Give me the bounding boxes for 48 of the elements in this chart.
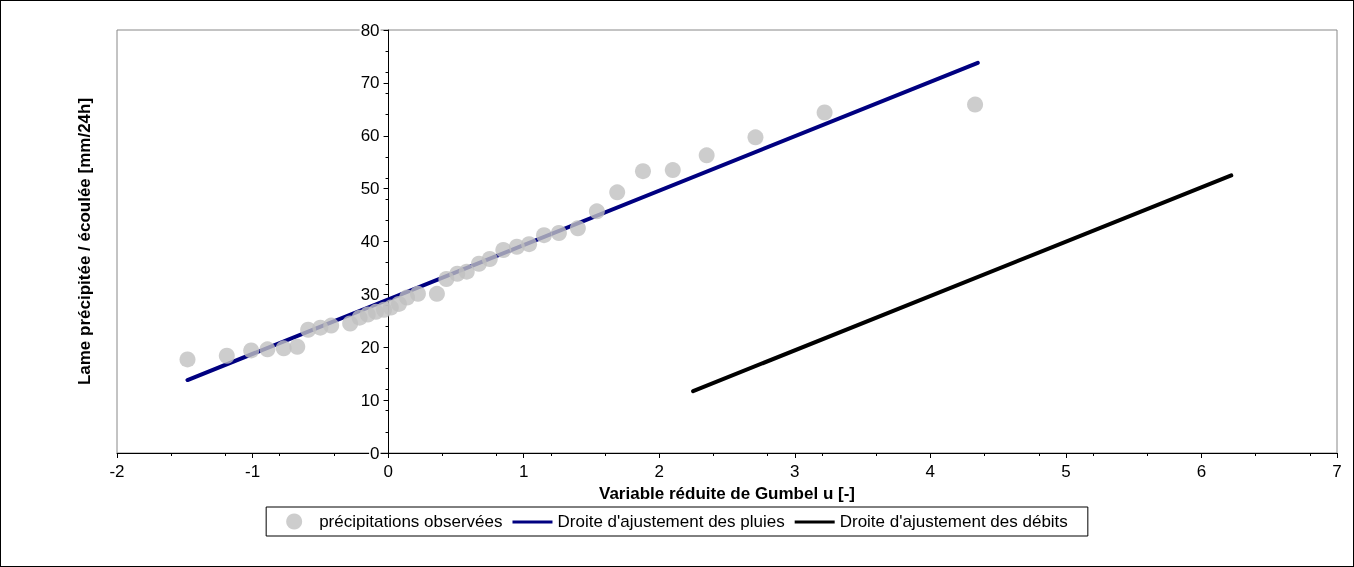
point xyxy=(218,347,235,364)
point xyxy=(550,225,567,242)
point xyxy=(521,236,538,253)
point xyxy=(698,147,715,164)
x-tick-label: -2 xyxy=(109,462,125,481)
y-tick-label: 40 xyxy=(360,232,380,251)
y-tick-label: 80 xyxy=(360,20,380,40)
y-axis-title: Lame précipitée / écoulée [mm/24h] xyxy=(75,97,94,386)
point xyxy=(664,162,681,179)
y-tick-label: 70 xyxy=(360,73,380,93)
x-tick-label: 2 xyxy=(654,462,664,481)
y-tick-label: 0 xyxy=(370,443,380,463)
point xyxy=(179,351,196,368)
x-tick-label: 1 xyxy=(518,462,529,481)
point xyxy=(275,340,292,357)
y-tick-label: 10 xyxy=(360,390,380,410)
point xyxy=(747,129,764,146)
y-tick-label: 60 xyxy=(360,126,380,146)
point xyxy=(323,317,340,334)
point xyxy=(609,184,626,201)
point xyxy=(588,203,605,220)
y-tick-label: 20 xyxy=(360,337,380,357)
x-tick-label: 5 xyxy=(1061,462,1071,481)
x-tick-label: 0 xyxy=(383,462,393,481)
point xyxy=(634,163,651,180)
x-tick-label: 6 xyxy=(1196,462,1207,481)
point xyxy=(495,241,512,258)
x-tick-label: 4 xyxy=(925,462,936,481)
x-tick-label: 7 xyxy=(1332,462,1342,481)
point xyxy=(816,104,833,121)
point xyxy=(967,96,984,113)
legend-label: précipitations observées xyxy=(319,512,503,531)
legend-label: Droite d'ajustement des débits xyxy=(839,512,1068,531)
point xyxy=(428,285,445,302)
legend-label: Droite d'ajustement des pluies xyxy=(557,512,785,531)
point xyxy=(289,338,306,355)
point xyxy=(569,220,586,237)
x-tick-label: -1 xyxy=(244,462,261,481)
x-tick-label: 3 xyxy=(790,462,800,481)
point xyxy=(458,263,475,280)
x-axis-title: Variable réduite de Gumbel u [-] xyxy=(599,483,855,503)
point xyxy=(409,285,426,302)
y-tick-label: 30 xyxy=(360,284,380,304)
y-tick-label: 50 xyxy=(360,179,380,199)
point xyxy=(259,341,276,358)
point xyxy=(536,227,552,244)
point xyxy=(481,250,498,267)
point xyxy=(243,342,260,359)
